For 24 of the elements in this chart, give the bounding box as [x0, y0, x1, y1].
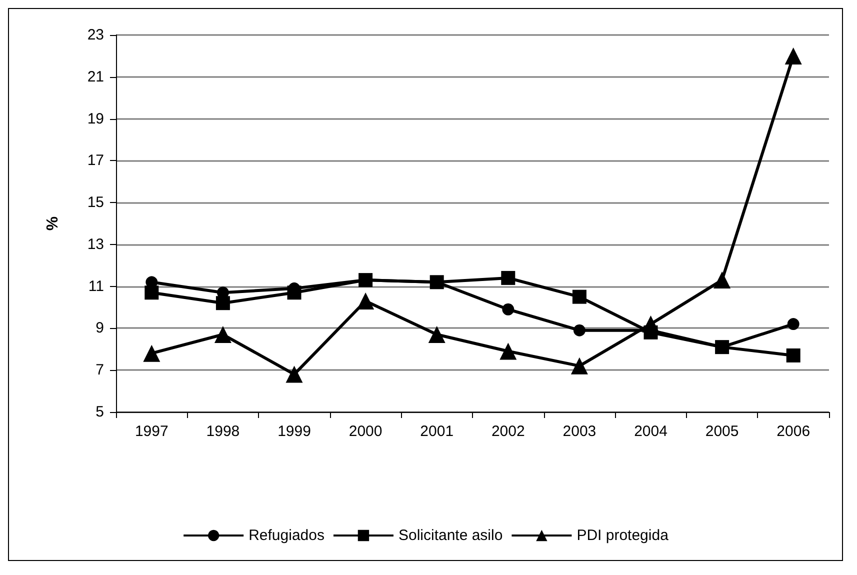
legend-label: Refugiados [248, 527, 324, 544]
y-tick-label: 17 [87, 152, 104, 170]
x-tick-label: 2006 [776, 423, 810, 440]
y-tick-label: 23 [87, 26, 104, 44]
legend-label: Solicitante asilo [398, 527, 503, 544]
y-tick-label: 5 [96, 404, 104, 420]
x-tick-label: 2002 [491, 423, 525, 440]
x-tick-label: 2001 [420, 423, 454, 440]
y-tick-label: 19 [87, 110, 104, 128]
x-tick-label: 2003 [562, 423, 596, 440]
x-tick-label: 1997 [134, 423, 168, 440]
y-tick-label: 13 [87, 236, 104, 253]
x-tick-label: 2005 [705, 423, 739, 440]
x-tick-label: 1998 [206, 423, 240, 440]
y-tick-label: 11 [88, 278, 104, 295]
y-tick-label: 7 [96, 362, 104, 379]
x-tick-label: 2004 [634, 423, 668, 440]
x-tick-label: 2000 [348, 423, 382, 440]
y-axis-title: % [44, 216, 62, 231]
legend-label: PDI protegida [576, 527, 670, 544]
y-tick-label: 15 [87, 194, 104, 212]
x-tick-label: 1999 [278, 423, 311, 440]
y-tick-label: 9 [96, 320, 104, 337]
y-tick-label: 21 [87, 68, 104, 86]
